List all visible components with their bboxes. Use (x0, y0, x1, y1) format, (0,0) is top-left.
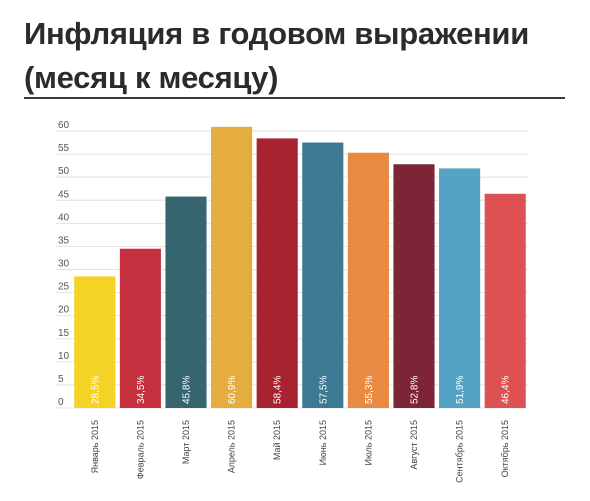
x-category-label: Февраль 2015 (135, 420, 145, 479)
y-tick-label: 35 (58, 235, 70, 246)
y-tick-label: 20 (58, 305, 70, 316)
bar (347, 152, 389, 408)
x-axis-labels: Январь 2015 Февраль 2015 Март 2015 Апрель 2… (90, 420, 510, 483)
chart-title: Инфляция в годовом выражении (месяц к ме… (24, 12, 569, 100)
bars (74, 126, 526, 409)
x-category-label: Январь 2015 (90, 420, 100, 473)
bar-data-label: 45,8% (182, 376, 193, 404)
x-category-label: Август 2015 (409, 420, 419, 470)
bar (302, 142, 344, 408)
x-category-label: Март 2015 (181, 420, 191, 464)
y-tick-label: 60 (58, 120, 70, 131)
chart-title-line2: (месяц к месяцу) (24, 60, 279, 95)
chart-title-line1: Инфляция в годовом выражении (24, 16, 529, 51)
y-tick-label: 55 (58, 143, 70, 154)
bar-data-label: 57,5% (318, 376, 329, 404)
y-tick-label: 10 (58, 351, 70, 362)
data-labels: 28,5% 34,5% 45,8% 60,9% 58,4% 57,5% 55,3% 52,8%… (90, 376, 511, 404)
bar-data-label: 58,4% (273, 376, 284, 404)
y-tick-label: 30 (58, 259, 70, 270)
bar-data-label: 51,9% (455, 376, 466, 404)
y-tick-label: 15 (58, 328, 70, 339)
bar-data-label: 55,3% (364, 376, 375, 404)
bar (74, 276, 116, 408)
y-tick-label: 40 (58, 212, 70, 223)
x-category-label: Июнь 2015 (318, 420, 328, 465)
x-category-label: Октябрь 2015 (500, 420, 510, 477)
x-category-label: Апрель 2015 (227, 420, 237, 473)
y-tick-label: 0 (58, 397, 64, 408)
bar (484, 193, 526, 408)
bar-data-label: 28,5% (90, 376, 101, 404)
bar-data-label: 46,4% (501, 376, 512, 404)
bar (119, 248, 161, 408)
bar (256, 138, 298, 409)
bar-data-label: 34,5% (136, 376, 147, 404)
y-axis-ticks: 0 5 10 15 20 25 30 35 40 45 50 55 60 (58, 120, 70, 408)
y-tick-label: 50 (58, 166, 70, 177)
y-tick-label: 45 (58, 189, 70, 200)
bar (439, 168, 481, 408)
bar (211, 126, 253, 408)
bar (165, 196, 207, 408)
x-category-label: Май 2015 (272, 420, 282, 460)
x-category-label: Июль 2015 (363, 420, 373, 465)
x-category-label: Сентябрь 2015 (455, 420, 465, 483)
bar (393, 164, 435, 408)
y-tick-label: 25 (58, 282, 70, 293)
bar-data-label: 52,8% (410, 376, 421, 404)
y-tick-label: 5 (58, 374, 64, 385)
bar-data-label: 60,9% (227, 376, 238, 404)
title-divider (24, 97, 565, 99)
